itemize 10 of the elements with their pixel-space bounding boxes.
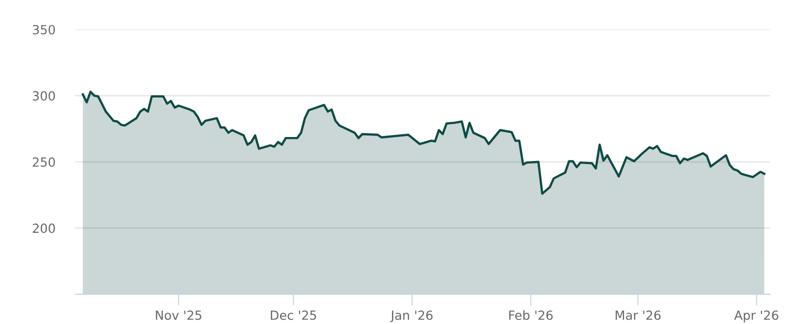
- x-tick-label: Nov '25: [156, 310, 202, 320]
- x-tick-label: Apr '26: [734, 310, 778, 322]
- x-tick-label: Mar '26: [616, 310, 661, 320]
- y-tick-label: 200: [32, 224, 55, 234]
- y-tick-label: 250: [32, 157, 55, 167]
- x-tick-label: Jan '26: [390, 310, 433, 322]
- x-tick-label: Dec '25: [270, 310, 316, 320]
- x-tick-label: Feb '26: [509, 310, 553, 320]
- y-tick-label: 350: [32, 24, 55, 34]
- y-tick-label: 300: [32, 91, 55, 101]
